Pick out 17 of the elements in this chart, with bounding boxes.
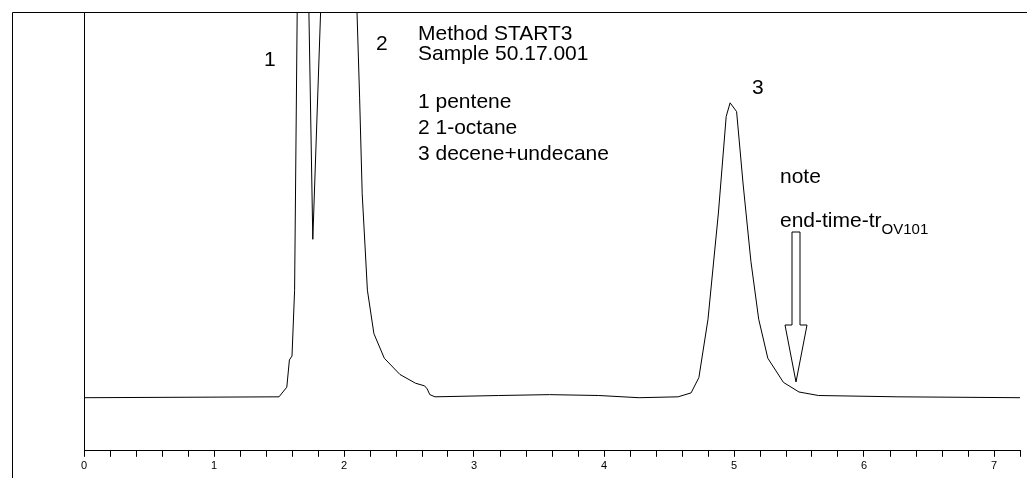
annotation: 3 [752, 75, 764, 98]
x-tick-label: 0 [80, 459, 88, 472]
x-tick-label: 2 [340, 459, 348, 472]
annotation: Sample 50.17.001 [418, 41, 589, 64]
x-tick-label: 7 [990, 459, 998, 472]
annotation: 1 pentene [418, 89, 512, 112]
annotation: 2 [376, 31, 388, 54]
x-tick-label: 1 [210, 459, 218, 472]
annotation: 3 decene+undecane [418, 141, 609, 164]
x-tick-label: 5 [730, 459, 738, 472]
x-tick-label: 4 [600, 459, 608, 472]
x-tick-label: 3 [470, 459, 478, 472]
annotation: 1 [264, 47, 276, 70]
x-tick-label: 6 [860, 459, 868, 472]
annotation: Method START3 [418, 21, 573, 44]
annotation: note [780, 164, 821, 187]
annotation: 2 1-octane [418, 115, 518, 138]
